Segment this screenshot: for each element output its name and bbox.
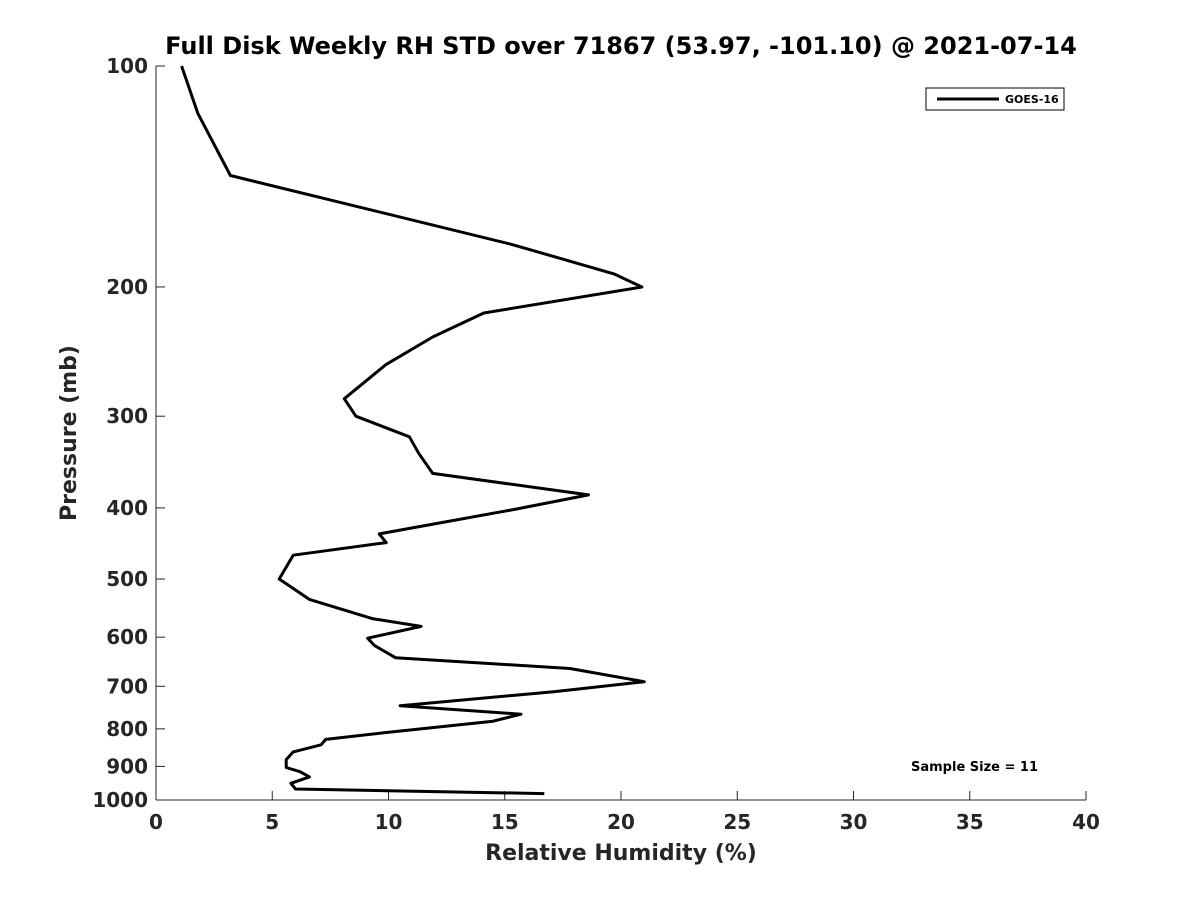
sample-size-annotation: Sample Size = 11 [911, 760, 1038, 775]
plot-area [156, 66, 1086, 800]
y-axis-label: Pressure (mb) [57, 345, 82, 521]
y-tick-label: 700 [106, 674, 148, 698]
x-tick-label: 25 [723, 810, 751, 834]
y-tick-label: 100 [106, 54, 148, 78]
y-tick-label: 200 [106, 275, 148, 299]
x-tick-label: 40 [1072, 810, 1100, 834]
series-line-goes-16 [180, 65, 646, 796]
tick-labels: 0 5 10 15 20 25 30 35 40 100 200 300 400 500 600 700 800… [92, 54, 1100, 834]
y-tick-label: 600 [106, 625, 148, 649]
y-tick-label: 300 [106, 404, 148, 428]
x-tick-label: 20 [607, 810, 635, 834]
legend: GOES-16 [925, 87, 1065, 111]
y-tick-label: 800 [106, 717, 148, 741]
x-tick-label: 0 [149, 810, 163, 834]
y-tick-label: 1000 [92, 788, 148, 812]
series-layer [180, 65, 646, 796]
x-tick-label: 15 [491, 810, 519, 834]
x-axis-label: Relative Humidity (%) [485, 841, 757, 866]
x-tick-label: 10 [375, 810, 403, 834]
y-tick-label: 500 [106, 567, 148, 591]
x-tick-label: 5 [265, 810, 279, 834]
legend-label-goes-16: GOES-16 [1005, 93, 1059, 106]
chart-title: Full Disk Weekly RH STD over 71867 (53.9… [165, 32, 1077, 60]
axes [155, 65, 1087, 801]
y-tick-label: 900 [106, 754, 148, 778]
x-tick-label: 35 [956, 810, 984, 834]
y-tick-label: 400 [106, 496, 148, 520]
x-tick-label: 30 [840, 810, 868, 834]
